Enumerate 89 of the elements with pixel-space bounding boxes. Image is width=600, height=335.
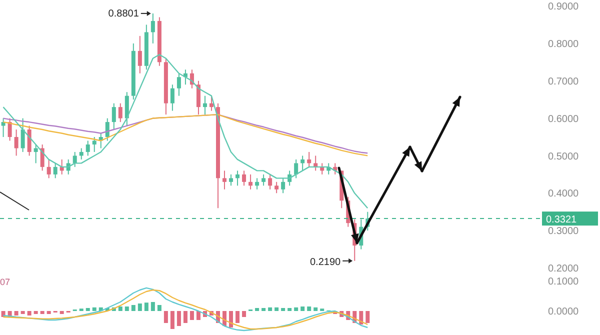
bar xyxy=(236,311,240,323)
bar xyxy=(150,302,155,311)
candlestick xyxy=(124,92,129,126)
bar xyxy=(170,311,174,329)
candlestick xyxy=(294,158,298,179)
candlestick xyxy=(138,35,142,74)
bar xyxy=(40,311,44,314)
candlestick xyxy=(170,84,174,112)
bar xyxy=(274,307,279,311)
bar xyxy=(118,306,122,311)
bar xyxy=(176,311,181,326)
candlestick xyxy=(34,144,38,164)
bar xyxy=(307,306,312,311)
bar xyxy=(20,311,25,314)
candlestick xyxy=(202,95,207,116)
candlestick xyxy=(209,95,214,112)
candlestick xyxy=(196,80,200,116)
candlestick xyxy=(314,155,318,172)
candlestick xyxy=(72,151,77,168)
candlestick xyxy=(307,151,312,168)
candlestick xyxy=(8,118,12,142)
candlestick xyxy=(46,158,51,179)
candlestick xyxy=(176,72,181,96)
bar xyxy=(60,311,64,314)
candlestick xyxy=(118,102,122,123)
candlestick xyxy=(79,148,84,160)
candlestick xyxy=(300,155,305,172)
bar xyxy=(242,311,246,317)
bar xyxy=(262,308,266,311)
bar xyxy=(366,311,370,323)
bar xyxy=(124,306,129,311)
bar xyxy=(255,308,260,311)
candlestick xyxy=(105,118,110,142)
bar xyxy=(183,311,188,323)
bar xyxy=(138,304,142,311)
candlestick xyxy=(281,178,286,194)
bar xyxy=(14,311,18,316)
y-tick-label: 0.7000 xyxy=(548,76,580,88)
candlestick xyxy=(1,118,6,138)
candlestick xyxy=(92,136,96,152)
bar xyxy=(92,307,96,311)
y-tick-label: 0.0000 xyxy=(548,306,580,318)
candlestick xyxy=(14,129,18,156)
candlestick xyxy=(20,118,25,152)
candlestick xyxy=(27,125,32,156)
bar xyxy=(196,311,200,320)
candlestick xyxy=(262,174,266,186)
y-tick-label: 0.4000 xyxy=(548,188,580,200)
candlestick xyxy=(222,170,227,190)
candlestick xyxy=(229,174,234,186)
bar xyxy=(294,307,298,311)
y-tick-label: 0.3000 xyxy=(548,226,580,238)
candlestick xyxy=(40,144,44,172)
candlestick xyxy=(53,162,58,179)
candlestick xyxy=(112,102,116,130)
y-tick-label: 0.6000 xyxy=(548,114,580,125)
y-tick-label: 0.2000 xyxy=(548,264,580,275)
candlestick xyxy=(236,170,240,186)
y-tick-label: 0.5000 xyxy=(548,151,580,162)
bar xyxy=(34,311,38,314)
bar xyxy=(281,308,286,311)
y-tick-label: 0.8000 xyxy=(548,38,580,50)
bar xyxy=(157,305,162,311)
annotation: 0.2190 xyxy=(310,256,342,268)
annotation: 07 xyxy=(0,277,10,287)
y-tick-label: 0.9000 xyxy=(548,2,580,13)
candlestick xyxy=(242,170,246,186)
bar xyxy=(288,308,292,311)
y-tick-label: 0.1000 xyxy=(548,276,580,288)
line-series xyxy=(2,54,368,209)
bar xyxy=(27,311,32,316)
bar xyxy=(300,306,305,311)
bar xyxy=(190,311,194,320)
bar xyxy=(314,307,318,311)
candlestick xyxy=(274,181,279,194)
bar xyxy=(46,311,51,314)
candlestick xyxy=(150,12,155,44)
bar xyxy=(144,302,148,311)
bar xyxy=(131,305,136,311)
bar xyxy=(164,311,168,323)
ref-line-label: 0.3321 xyxy=(546,214,578,226)
candlestick xyxy=(268,174,272,190)
bar xyxy=(229,311,234,328)
bar xyxy=(86,308,90,311)
bar xyxy=(268,307,272,311)
candlestick xyxy=(86,140,90,156)
candlestick xyxy=(255,178,260,190)
annotation: 0.8801 xyxy=(108,8,140,20)
candlestick xyxy=(248,174,253,190)
